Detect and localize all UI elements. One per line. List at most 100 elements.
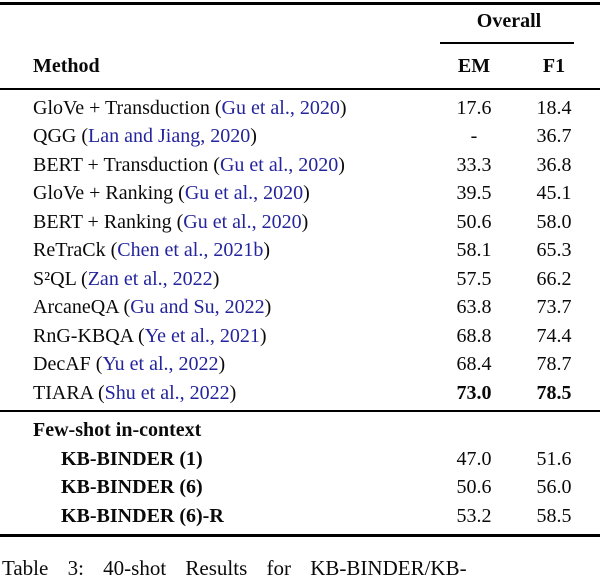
- em-value: 39.5: [456, 182, 492, 205]
- paren-open: (: [171, 210, 184, 233]
- em-value: -: [470, 125, 478, 148]
- table-row: DecAF (Yu et al., 2022) 68.4 78.7: [0, 351, 600, 380]
- table-header: Overall Method EM F1: [0, 5, 600, 88]
- paren-close: ): [218, 353, 226, 376]
- table-row: BERT + Ranking (Gu et al., 2020) 50.6 58.0: [0, 208, 600, 237]
- paren-close: ): [338, 153, 345, 176]
- paren-open: (: [76, 125, 89, 148]
- table-row: KB-BINDER (6) 50.6 56.0: [0, 474, 600, 503]
- method-name: DecAF: [33, 353, 91, 376]
- paren-open: (: [90, 353, 103, 376]
- em-value: 58.1: [456, 239, 492, 262]
- paren-close: ): [301, 210, 309, 233]
- method-cell: RnG-KBQA (Ye et al., 2021): [0, 325, 436, 348]
- citation-link[interactable]: Gu et al., 2020: [184, 182, 304, 205]
- table-row: QGG (Lan and Jiang, 2020) - 36.7: [0, 123, 600, 152]
- citation-link[interactable]: Gu et al., 2020: [183, 210, 302, 233]
- paren-open: (: [208, 153, 220, 176]
- method-name: ArcaneQA: [33, 296, 119, 319]
- f1-value: 18.4: [536, 96, 572, 119]
- method-cell: BERT + Transduction (Gu et al., 2020): [0, 154, 436, 177]
- citation-link[interactable]: Ye et al., 2021: [144, 324, 260, 347]
- f1-value: 78.7: [536, 353, 572, 376]
- table-row: RnG-KBQA (Ye et al., 2021) 68.8 74.4: [0, 322, 600, 351]
- method-cell: KB-BINDER (6): [0, 476, 436, 499]
- method-cell: BERT + Ranking (Gu et al., 2020): [0, 211, 436, 234]
- paren-close: ): [250, 125, 257, 148]
- f1-value: 65.3: [536, 239, 572, 262]
- table-row: GloVe + Transduction (Gu et al., 2020) 17…: [0, 94, 600, 123]
- method-name: TIARA: [33, 381, 93, 404]
- citation-link[interactable]: Chen et al., 2021b: [117, 239, 264, 262]
- method-name: KB-BINDER (6)-R: [61, 504, 224, 527]
- few-shot-section: Few-shot in-context KB-BINDER (1) 47.0 51.6…: [0, 412, 600, 534]
- method-name: GloVe + Transduction: [33, 96, 210, 119]
- em-value: 73.0: [456, 381, 492, 404]
- method-name: KB-BINDER (6): [61, 476, 203, 499]
- method-name: BERT + Ranking: [33, 210, 172, 233]
- section-divider-rule: [0, 409, 600, 412]
- col-header-method: Method: [33, 54, 100, 77]
- method-name: QGG: [33, 125, 77, 148]
- citation-link[interactable]: Gu et al., 2020: [219, 153, 339, 176]
- method-name: Few-shot in-context: [33, 419, 202, 442]
- citation-link[interactable]: Shu et al., 2022: [104, 381, 230, 404]
- overall-underline-rule: [440, 42, 574, 44]
- paren-open: (: [76, 267, 88, 290]
- f1-value: 66.2: [536, 267, 572, 290]
- paren-close: ): [212, 267, 220, 290]
- method-cell: TIARA (Shu et al., 2022): [0, 382, 436, 405]
- paren-close: ): [264, 296, 272, 319]
- f1-value: 58.5: [536, 504, 572, 527]
- paren-open: (: [209, 96, 222, 119]
- table-caption: Table 3: 40-shot Results for KB-BINDER/K…: [2, 555, 467, 576]
- citation-link[interactable]: Lan and Jiang, 2020: [88, 125, 251, 148]
- top-rule: [0, 2, 600, 5]
- f1-value: 78.5: [536, 381, 572, 404]
- paren-close: ): [263, 239, 271, 262]
- f1-value: 74.4: [536, 324, 572, 347]
- f1-value: 51.6: [536, 447, 572, 470]
- method-name: BERT + Transduction: [33, 153, 209, 176]
- em-value: 17.6: [456, 96, 492, 119]
- f1-value: 73.7: [536, 296, 572, 319]
- em-value: 50.6: [456, 476, 492, 499]
- em-value: 50.6: [456, 210, 492, 233]
- method-name: ReTraCk: [33, 239, 106, 262]
- method-cell: KB-BINDER (6)-R: [0, 505, 436, 528]
- table-row: S²QL (Zan et al., 2022) 57.5 66.2: [0, 265, 600, 294]
- citation-link[interactable]: Gu et al., 2020: [221, 96, 340, 119]
- paren-open: (: [105, 239, 118, 262]
- em-value: 47.0: [456, 447, 492, 470]
- method-name: RnG-KBQA: [33, 324, 134, 347]
- citation-link[interactable]: Yu et al., 2022: [102, 353, 219, 376]
- method-cell: DecAF (Yu et al., 2022): [0, 353, 436, 376]
- paren-close: ): [303, 182, 310, 205]
- paren-open: (: [93, 381, 105, 404]
- f1-value: 36.8: [536, 153, 572, 176]
- em-value: 68.4: [456, 353, 492, 376]
- header-divider-rule: [0, 88, 600, 90]
- paren-open: (: [133, 324, 145, 347]
- f1-value: 56.0: [536, 476, 572, 499]
- table-row: BERT + Transduction (Gu et al., 2020) 33.…: [0, 151, 600, 180]
- col-header-f1: F1: [542, 54, 566, 77]
- paren-close: ): [259, 324, 267, 347]
- citation-link[interactable]: Gu and Su, 2022: [130, 296, 265, 319]
- citation-link[interactable]: Zan et al., 2022: [87, 267, 213, 290]
- table-row: KB-BINDER (1) 47.0 51.6: [0, 445, 600, 474]
- method-cell: QGG (Lan and Jiang, 2020): [0, 125, 436, 148]
- method-cell: GloVe + Transduction (Gu et al., 2020): [0, 97, 436, 120]
- method-cell: Few-shot in-context: [0, 419, 436, 442]
- column-header-row: Method EM F1: [0, 51, 600, 81]
- table-body: GloVe + Transduction (Gu et al., 2020) 17…: [0, 90, 600, 410]
- paren-open: (: [173, 182, 185, 205]
- table-row: Few-shot in-context: [0, 417, 600, 446]
- col-header-em: EM: [457, 54, 491, 77]
- table-row: ArcaneQA (Gu and Su, 2022) 63.8 73.7: [0, 294, 600, 323]
- em-value: 53.2: [456, 504, 492, 527]
- paren-close: ): [229, 381, 237, 404]
- em-value: 33.3: [456, 153, 492, 176]
- table-row: KB-BINDER (6)-R 53.2 58.5: [0, 502, 600, 531]
